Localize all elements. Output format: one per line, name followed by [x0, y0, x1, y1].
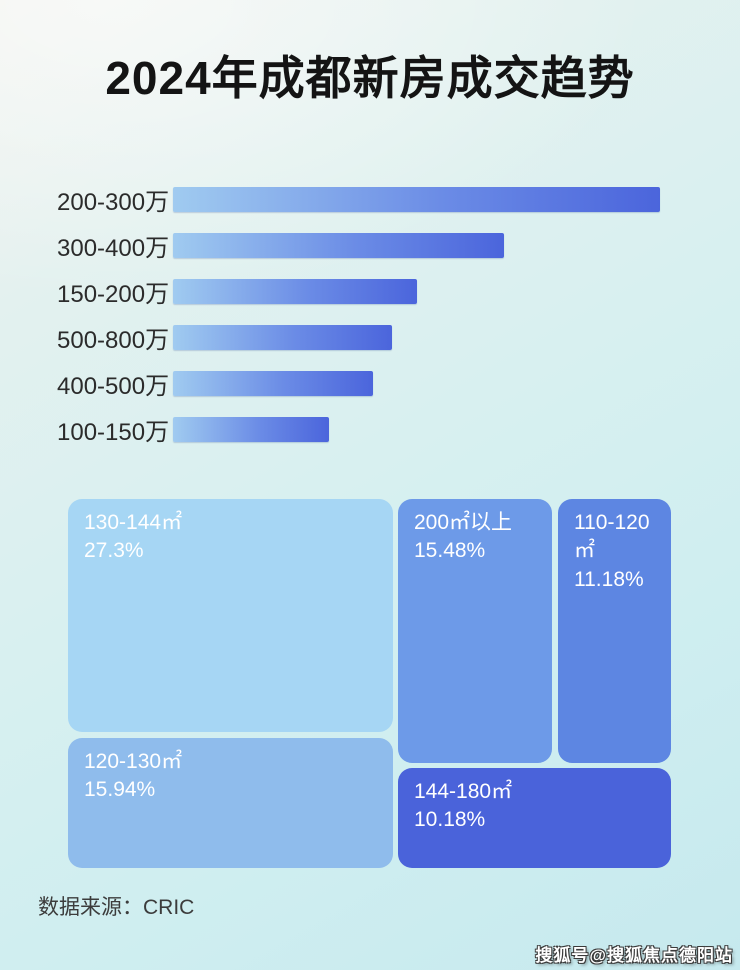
treemap-cell-130-144: 130-144㎡ 27.3%: [68, 499, 393, 732]
bar-area: [173, 370, 660, 396]
treemap-cell-value: 11.18%: [574, 567, 644, 591]
price-band-bar-chart: 200-300万 300-400万 150-200万 500-800万 400-…: [57, 176, 660, 452]
bar-row: 400-500万: [57, 360, 660, 406]
treemap-cell-110-120: 110-120㎡ 11.18%: [558, 499, 671, 763]
treemap-cell-label: 130-144㎡: [84, 511, 183, 534]
treemap-cell-value: 10.18%: [414, 808, 486, 832]
bar: [173, 186, 660, 212]
treemap-cell-144-180: 144-180㎡ 10.18%: [398, 768, 671, 868]
treemap-cell-value: 15.94%: [84, 778, 156, 802]
page-title: 2024年成都新房成交趋势: [105, 52, 635, 104]
bar-category-label: 150-200万: [57, 280, 170, 308]
treemap-cell-200-plus: 200㎡以上 15.48%: [398, 499, 552, 763]
bar: [173, 370, 373, 396]
bar: [173, 232, 505, 258]
bar-area: [173, 324, 660, 350]
bar-row: 200-300万: [57, 176, 660, 222]
bar-area: [173, 278, 660, 304]
bar-row: 500-800万: [57, 314, 660, 360]
bar-row: 150-200万: [57, 268, 660, 314]
bar-category-label: 100-150万: [57, 418, 170, 446]
watermark-text: 搜狐号@搜狐焦点德阳站: [535, 946, 733, 965]
treemap-cell-label: 110-120㎡: [574, 511, 650, 563]
bar-area: [173, 416, 660, 442]
bar-category-label: 400-500万: [57, 372, 170, 400]
bar-area: [173, 186, 660, 212]
treemap-cell-value: 27.3%: [84, 539, 144, 563]
bar-category-label: 200-300万: [57, 188, 170, 216]
treemap-cell-label: 144-180㎡: [414, 780, 513, 803]
bar-category-label: 500-800万: [57, 326, 170, 354]
treemap-cell-value: 15.48%: [414, 539, 486, 563]
bar-row: 300-400万: [57, 222, 660, 268]
data-source-label: 数据来源：CRIC: [38, 896, 195, 919]
treemap-cell-120-130: 120-130㎡ 15.94%: [68, 738, 393, 868]
area-mix-treemap: 130-144㎡ 27.3% 120-130㎡ 15.94% 200㎡以上 15…: [68, 499, 671, 868]
bar-row: 100-150万: [57, 406, 660, 452]
bar-category-label: 300-400万: [57, 234, 170, 262]
bar: [173, 416, 329, 442]
bar: [173, 324, 393, 350]
bar-area: [173, 232, 660, 258]
bar: [173, 278, 417, 304]
treemap-cell-label: 200㎡以上: [414, 511, 513, 534]
treemap-cell-label: 120-130㎡: [84, 750, 183, 773]
